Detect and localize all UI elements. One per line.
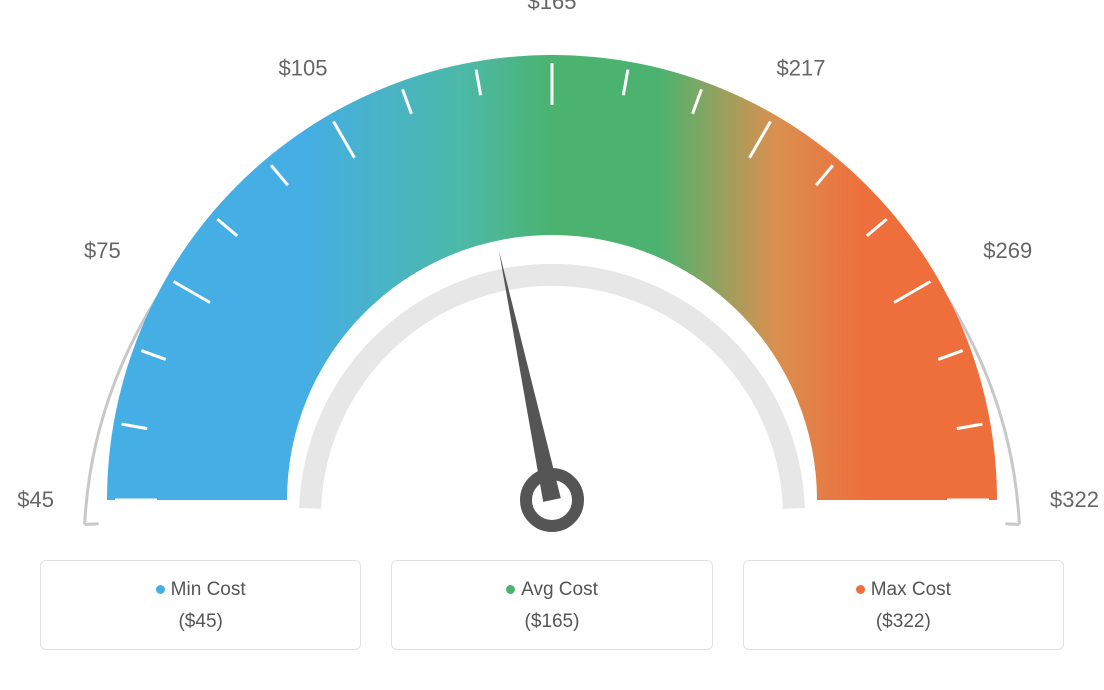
- legend-max-value: ($322): [754, 611, 1053, 633]
- svg-text:$45: $45: [17, 487, 54, 512]
- legend-avg-label: Avg Cost: [521, 579, 598, 600]
- legend-max-title: Max Cost: [754, 579, 1053, 601]
- legend-min-title: Min Cost: [51, 579, 350, 601]
- legend-avg-value: ($165): [402, 611, 701, 633]
- legend-max: Max Cost ($322): [743, 560, 1064, 650]
- legend-min-label: Min Cost: [171, 579, 246, 600]
- legend-row: Min Cost ($45) Avg Cost ($165) Max Cost …: [0, 560, 1104, 650]
- svg-text:$165: $165: [528, 0, 577, 14]
- svg-text:$75: $75: [84, 238, 121, 263]
- legend-min-dot: [156, 585, 165, 594]
- legend-avg-title: Avg Cost: [402, 579, 701, 601]
- svg-text:$105: $105: [279, 56, 328, 81]
- legend-avg-dot: [506, 585, 515, 594]
- legend-min: Min Cost ($45): [40, 560, 361, 650]
- svg-text:$322: $322: [1050, 487, 1099, 512]
- gauge-svg: $45 $75 $105 $165 $217 $269 $322: [0, 0, 1104, 550]
- legend-min-value: ($45): [51, 611, 350, 633]
- svg-text:$269: $269: [983, 238, 1032, 263]
- legend-max-label: Max Cost: [871, 579, 951, 600]
- svg-text:$217: $217: [777, 56, 826, 81]
- legend-avg: Avg Cost ($165): [391, 560, 712, 650]
- legend-max-dot: [856, 585, 865, 594]
- gauge-chart: $45 $75 $105 $165 $217 $269 $322: [0, 0, 1104, 550]
